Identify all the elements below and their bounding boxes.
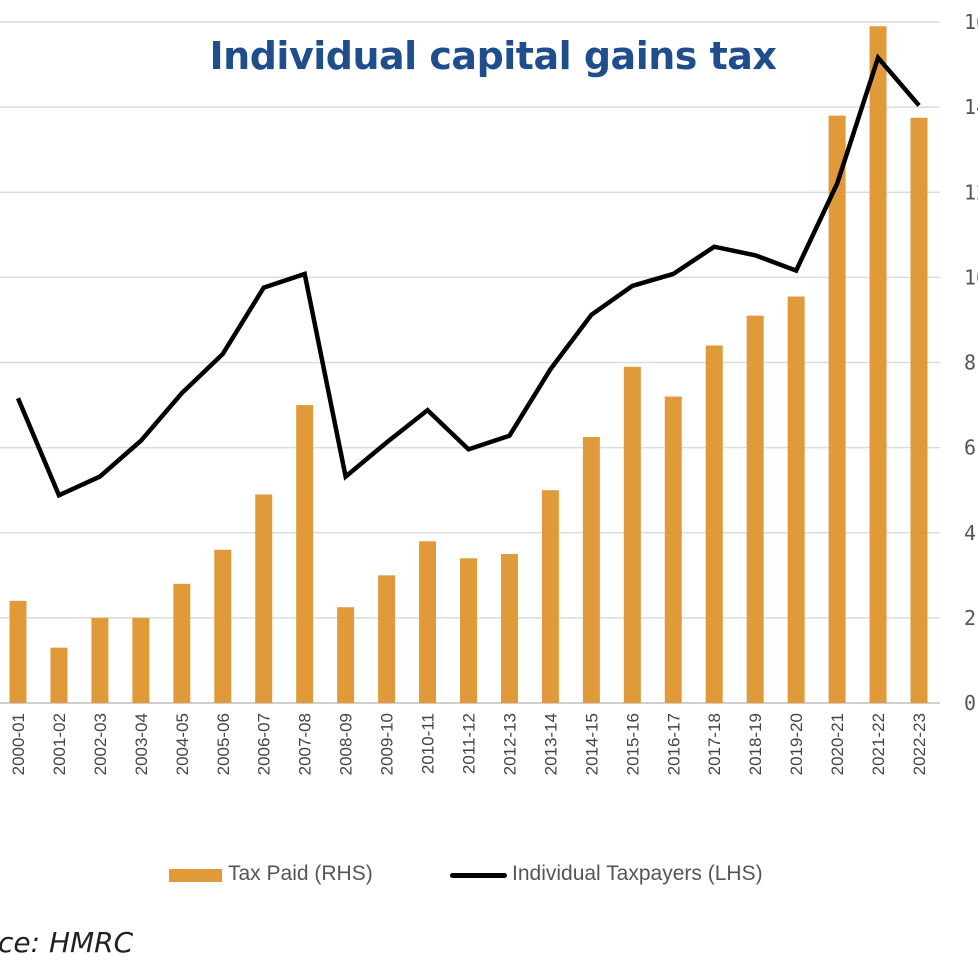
right-axis-tick-label: 10 [964,265,978,289]
bar-2015-16 [623,366,641,703]
taxpayers-line [15,53,921,499]
right-axis-tick-label: 4 [964,521,976,545]
legend-swatch-taxpayers [450,873,507,878]
bar-2012-13 [500,554,518,703]
x-tick-label: 2017-18 [705,713,724,775]
x-tick-label: 2015-16 [623,713,642,775]
bar-2017-18 [705,345,723,703]
x-tick-label: 2013-14 [541,713,560,775]
x-tick-label: 2006-07 [255,713,274,775]
bar-2006-07 [255,494,273,703]
bar-2013-14 [541,490,559,703]
bar-2019-20 [787,296,805,703]
bar-2021-22 [869,26,887,704]
bar-2004-05 [173,583,191,703]
legend-label-tax-paid: Tax Paid (RHS) [228,862,373,885]
bar-2002-03 [91,617,109,703]
x-tick-label: 2016-17 [664,713,683,775]
bar-2014-15 [582,436,600,703]
x-tick-label: 2000-01 [9,713,28,775]
right-axis-tick-label: 0 [964,691,976,715]
x-tick-label: 2009-10 [378,713,397,775]
x-tick-label: 2020-21 [828,713,847,775]
chart-title: Individual capital gains tax [209,34,777,78]
bar-2010-11 [419,541,437,703]
x-tick-label: 2005-06 [214,713,233,775]
x-tick-label: 2008-09 [337,713,356,775]
x-tick-label: 2004-05 [173,713,192,775]
x-tick-label: 2011-12 [460,713,479,774]
bar-2001-02 [50,647,68,703]
taxpayers-polyline [15,53,921,499]
bar-2007-08 [296,405,314,703]
legend-swatch-tax-paid [169,869,222,882]
x-tick-label: 2019-20 [787,713,806,775]
bar-2008-09 [337,607,355,703]
right-axis-tick-label: 2 [964,606,976,630]
right-axis-tick-label: 14 [964,95,978,119]
source-note: ce: HMRC [0,926,134,959]
bar-2020-21 [828,115,846,703]
x-tick-label: 2012-13 [500,713,519,775]
bar-2011-12 [460,558,477,703]
x-tick-label: 2022-23 [910,713,929,775]
x-tick-label: 2003-04 [132,713,151,775]
right-axis-tick-label: 16 [964,10,978,34]
x-tick-label: 2014-15 [582,713,601,775]
right-axis-tick-label: 12 [964,180,978,204]
right-axis-tick-label: 6 [964,436,976,460]
bar-2009-10 [378,575,396,703]
x-tick-label: 2010-11 [419,713,438,774]
bar-2016-17 [664,396,682,703]
x-tick-label: 2021-22 [869,713,888,775]
bar-2005-06 [214,549,232,703]
bar-2003-04 [132,617,150,703]
x-tick-label: 2002-03 [91,713,110,775]
gridlines [0,21,940,704]
legend-label-taxpayers: Individual Taxpayers (LHS) [512,862,763,885]
bars [9,26,928,704]
bar-2018-19 [746,315,764,703]
bar-2022-23 [910,117,928,703]
x-axis-ticks: 2000-01 2001-02 2002-03 2003-04 2004-05 2005-… [9,713,929,775]
right-axis-tick-label: 8 [964,351,976,375]
x-tick-label: 2001-02 [50,713,69,775]
x-tick-label: 2007-08 [296,713,315,775]
right-axis-ticks: 0 2 4 6 8 10 12 14 16 [964,10,978,715]
bar-2000-01 [9,600,27,703]
x-tick-label: 2018-19 [746,713,765,775]
